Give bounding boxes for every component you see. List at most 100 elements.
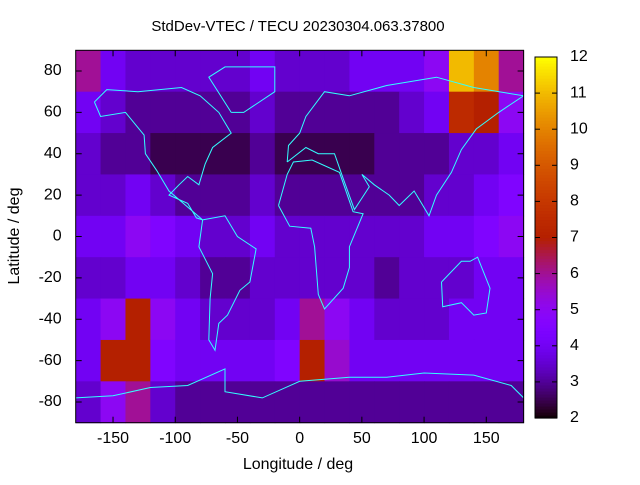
colorbar-strip	[535, 168, 557, 172]
colorbar-strip	[535, 150, 557, 154]
heatmap-cell	[448, 50, 475, 93]
colorbar-strip	[535, 111, 557, 115]
colorbar-strip	[535, 384, 557, 389]
heatmap-cell	[448, 174, 475, 217]
x-tick-label: 50	[353, 430, 371, 447]
heatmap-cell	[399, 215, 425, 258]
colorbar-strip	[535, 375, 557, 380]
colorbar-strip	[535, 84, 557, 88]
colorbar-strip	[535, 249, 557, 254]
heatmap-cell	[424, 215, 450, 258]
heatmap-cell	[125, 257, 151, 300]
heatmap-cell	[200, 257, 226, 300]
heatmap-cell	[448, 381, 475, 424]
colorbar-strip	[535, 357, 557, 362]
colorbar-strip	[535, 261, 557, 266]
colorbar-strip	[535, 165, 557, 169]
colorbar-strip	[535, 348, 557, 353]
colorbar-strip	[535, 393, 557, 398]
heatmap-cell	[324, 174, 350, 217]
colorbar-strip	[535, 246, 557, 251]
coastlines	[75, 66, 524, 399]
x-tick-label: -50	[226, 430, 249, 447]
heatmap-cell	[274, 339, 301, 382]
heatmap-cell	[100, 50, 126, 93]
colorbar-strip	[535, 297, 557, 302]
colorbar-strip	[535, 219, 557, 224]
colorbar-strip	[535, 234, 557, 239]
colorbar-strip	[535, 366, 557, 371]
heatmap-cell	[150, 215, 176, 258]
heatmap-cell	[399, 133, 425, 175]
colorbar-strip	[535, 105, 557, 109]
colorbar-strip	[535, 114, 557, 118]
heatmap-cell	[125, 339, 151, 382]
y-tick-label: 0	[53, 228, 62, 245]
x-tick-label: 150	[473, 430, 500, 447]
colorbar-tick-label: 12	[570, 48, 588, 65]
colorbar-strip	[535, 60, 557, 64]
colorbar-strip	[535, 276, 557, 281]
colorbar-strip	[535, 273, 557, 278]
colorbar-strip	[535, 315, 557, 320]
chart-title: StdDev-VTEC / TECU 20230304.063.37800	[151, 18, 444, 35]
colorbar-strip	[535, 333, 557, 338]
colorbar-strip	[535, 399, 557, 404]
heatmap-cell	[424, 381, 450, 424]
heatmap-cell	[374, 91, 400, 134]
heatmap-cell	[399, 50, 425, 93]
colorbar-tick-label: 11	[570, 84, 587, 101]
x-tick-label: 100	[411, 430, 438, 447]
colorbar-strip	[535, 72, 557, 76]
colorbar-strip	[535, 174, 557, 178]
heatmap-cell	[150, 298, 176, 341]
heatmap-cell	[424, 91, 450, 134]
heatmap-cell	[225, 133, 251, 175]
heatmap-cell	[274, 91, 301, 134]
colorbar-strip	[535, 87, 557, 91]
colorbar-strip	[535, 381, 557, 386]
colorbar-strip	[535, 198, 557, 202]
heatmap-cell	[150, 257, 176, 300]
heatmap-cell	[448, 339, 475, 382]
heatmap-cell	[225, 298, 251, 341]
heatmap-cell	[473, 381, 500, 424]
colorbar-strip	[535, 288, 557, 293]
heatmap-cell	[424, 50, 450, 93]
heatmap-cell	[125, 174, 151, 217]
colorbar-strip	[535, 408, 557, 413]
colorbar-strip	[535, 390, 557, 395]
heatmap-cell	[274, 257, 301, 300]
heatmap-cell	[125, 91, 151, 134]
colorbar-tick-label: 9	[570, 157, 579, 174]
colorbar-tick-label: 8	[570, 193, 579, 210]
colorbar-strip	[535, 294, 557, 299]
colorbar-strip	[535, 210, 557, 215]
heatmap-cell	[175, 133, 201, 175]
heatmap-cell	[100, 257, 126, 300]
heatmap-cell	[299, 339, 326, 382]
colorbar-strip	[535, 363, 557, 368]
heatmap-cell	[473, 339, 500, 382]
heatmap-cell	[125, 298, 151, 341]
colorbar-strip	[535, 141, 557, 145]
heatmap-cell	[349, 257, 375, 300]
heatmap-cell	[299, 257, 326, 300]
heatmap-cell	[374, 257, 400, 300]
heatmap-cell	[100, 339, 126, 382]
colorbar-strip	[535, 285, 557, 290]
colorbar-strip	[535, 369, 557, 374]
colorbar-strip	[535, 78, 557, 82]
colorbar-strip	[535, 279, 557, 284]
colorbar-strip	[535, 144, 557, 148]
colorbar-strip	[535, 306, 557, 311]
colorbar-strip	[535, 135, 557, 139]
colorbar-strip	[535, 186, 557, 190]
heatmap-cell	[125, 133, 151, 175]
heatmap-cell	[299, 91, 326, 134]
colorbar-strip	[535, 396, 557, 401]
heatmap-cell	[324, 91, 350, 134]
heatmap-cell	[299, 50, 326, 93]
